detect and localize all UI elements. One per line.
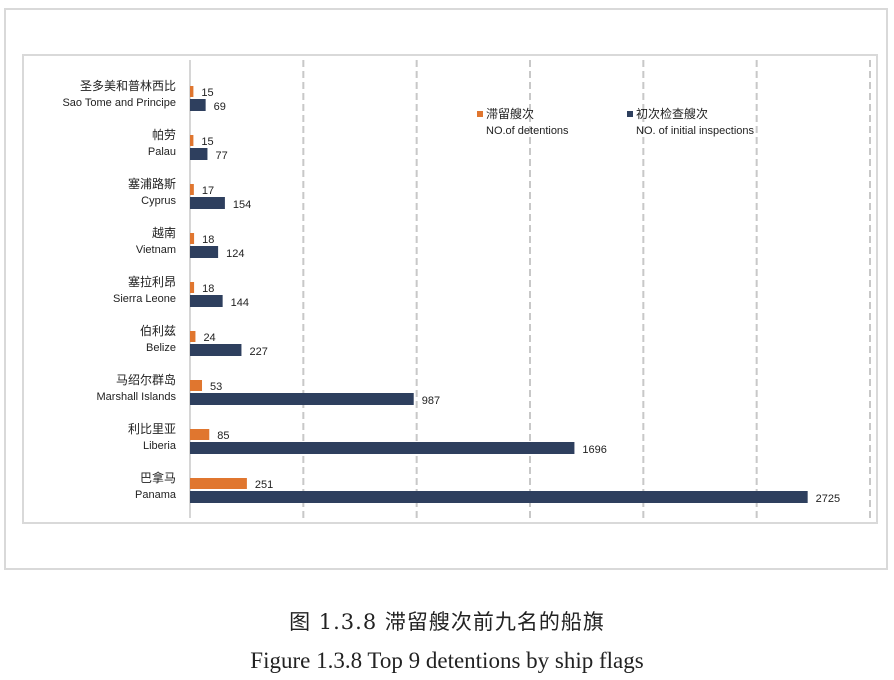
- data-label-detentions: 24: [203, 332, 215, 344]
- data-label-inspections: 227: [249, 346, 267, 358]
- category-label: Panama: [135, 489, 177, 501]
- bar-detentions: [190, 233, 195, 244]
- figure-caption-english: Figure 1.3.8 Top 9 detentions by ship fl…: [250, 648, 644, 673]
- bar-inspections: [190, 148, 208, 160]
- category-label: Sierra Leone: [113, 293, 176, 305]
- category-label: Belize: [146, 342, 176, 354]
- data-label-detentions: 18: [202, 234, 214, 246]
- data-label-inspections: 77: [215, 150, 227, 162]
- category-label: Cyprus: [141, 195, 176, 207]
- data-label-detentions: 17: [202, 185, 214, 197]
- category-label-zh: 帕劳: [152, 127, 176, 142]
- category-label: Marshall Islands: [97, 391, 177, 403]
- bar-inspections: [190, 344, 242, 356]
- figure-frame: 圣多美和普林西比 Sao Tome and Principe 15 69 帕劳 Palau…: [4, 8, 888, 570]
- bar-detentions: [190, 380, 203, 391]
- data-label-detentions: 15: [201, 136, 213, 148]
- bar-detentions: [190, 331, 196, 342]
- bar-detentions: [190, 429, 210, 440]
- legend-label-inspections: 初次检查艘次: [636, 106, 708, 121]
- legend-swatch-inspections: [627, 111, 633, 117]
- bar-detentions: [190, 184, 194, 195]
- legend-sublabel-detentions: NO.of detentions: [486, 125, 569, 137]
- data-label-detentions: 85: [217, 430, 229, 442]
- data-label-inspections: 987: [422, 395, 440, 407]
- data-label-inspections: 1696: [582, 444, 606, 456]
- category-label-zh: 越南: [152, 225, 176, 240]
- data-label-inspections: 69: [214, 101, 226, 113]
- bar-inspections: [190, 99, 206, 111]
- data-label-detentions: 251: [255, 479, 273, 491]
- category-label: Vietnam: [136, 244, 176, 256]
- data-label-inspections: 124: [226, 248, 244, 260]
- bar-inspections: [190, 295, 223, 307]
- bar-inspections: [190, 442, 575, 454]
- category-label-zh: 伯利兹: [140, 323, 176, 338]
- data-label-detentions: 53: [210, 381, 222, 393]
- bar-inspections: [190, 197, 225, 209]
- bar-detentions: [190, 282, 195, 293]
- category-label-zh: 圣多美和普林西比: [80, 79, 176, 93]
- legend-sublabel-inspections: NO. of initial inspections: [636, 125, 754, 137]
- bar-inspections: [190, 491, 808, 503]
- figure-caption-chinese: 图 1.3.8 滞留艘次前九名的船旗: [289, 610, 605, 634]
- data-label-inspections: 154: [233, 199, 251, 211]
- category-label: Liberia: [143, 440, 177, 452]
- legend-label-detentions: 滞留艘次: [486, 106, 534, 121]
- data-label-inspections: 144: [231, 297, 249, 309]
- category-label: Sao Tome and Principe: [62, 97, 176, 109]
- category-label-zh: 利比里亚: [128, 422, 176, 436]
- bar-detentions: [190, 478, 247, 489]
- bar-detentions: [190, 86, 194, 97]
- category-label-zh: 马绍尔群岛: [116, 372, 176, 387]
- bar-inspections: [190, 393, 414, 405]
- category-label-zh: 塞拉利昂: [128, 274, 176, 289]
- bar-detentions: [190, 135, 194, 146]
- category-label-zh: 塞浦路斯: [128, 176, 176, 191]
- bar-inspections: [190, 246, 219, 258]
- data-label-inspections: 2725: [816, 493, 840, 505]
- data-label-detentions: 15: [201, 87, 213, 99]
- category-label-zh: 巴拿马: [140, 470, 176, 485]
- category-label: Palau: [148, 146, 176, 158]
- data-label-detentions: 18: [202, 283, 214, 295]
- chart-area: 圣多美和普林西比 Sao Tome and Principe 15 69 帕劳 Palau…: [22, 54, 878, 524]
- legend-swatch-detentions: [477, 111, 483, 117]
